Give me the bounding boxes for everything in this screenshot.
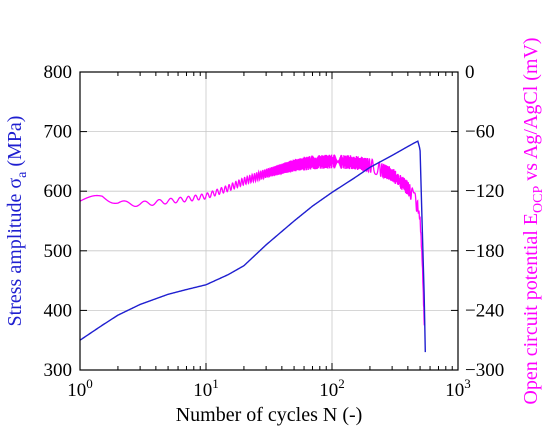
y-right-tick-label: −300 <box>465 360 504 381</box>
x-tick-label: 102 <box>319 376 345 401</box>
x-tick-label: 103 <box>445 376 471 401</box>
stress-amplitude-series-line <box>79 140 426 353</box>
x-axis-title: Number of cycles N (-) <box>176 404 363 426</box>
y-left-tick-label: 700 <box>44 122 73 143</box>
y-right-tick-label: −240 <box>465 300 504 321</box>
y-right-axis-title: Open circuit potential EOCP vs Ag/AgCl (… <box>520 37 546 404</box>
plot-frame <box>79 71 459 371</box>
y-right-tick-label: −180 <box>465 241 504 262</box>
y-left-axis-title: Stress amplitude σa (MPa) <box>4 116 30 327</box>
y-right-tick-label: −60 <box>465 122 495 143</box>
series-layer <box>79 140 426 353</box>
ocp-series-line <box>79 154 425 326</box>
axes: 100 101 102 103 300 400 500 600 700 800 0 −60 −120 −1… <box>44 62 505 401</box>
x-tick-label: 101 <box>193 376 219 401</box>
y-left-tick-label: 800 <box>44 62 73 83</box>
y-left-tick-label: 500 <box>44 241 73 262</box>
y-left-tick-label: 300 <box>44 360 73 381</box>
y-right-tick-label: 0 <box>465 62 475 83</box>
grid <box>79 71 459 371</box>
y-right-tick-label: −120 <box>465 181 504 202</box>
y-left-tick-label: 600 <box>44 181 73 202</box>
y-left-tick-label: 400 <box>44 300 73 321</box>
x-tick-label: 100 <box>67 376 93 401</box>
